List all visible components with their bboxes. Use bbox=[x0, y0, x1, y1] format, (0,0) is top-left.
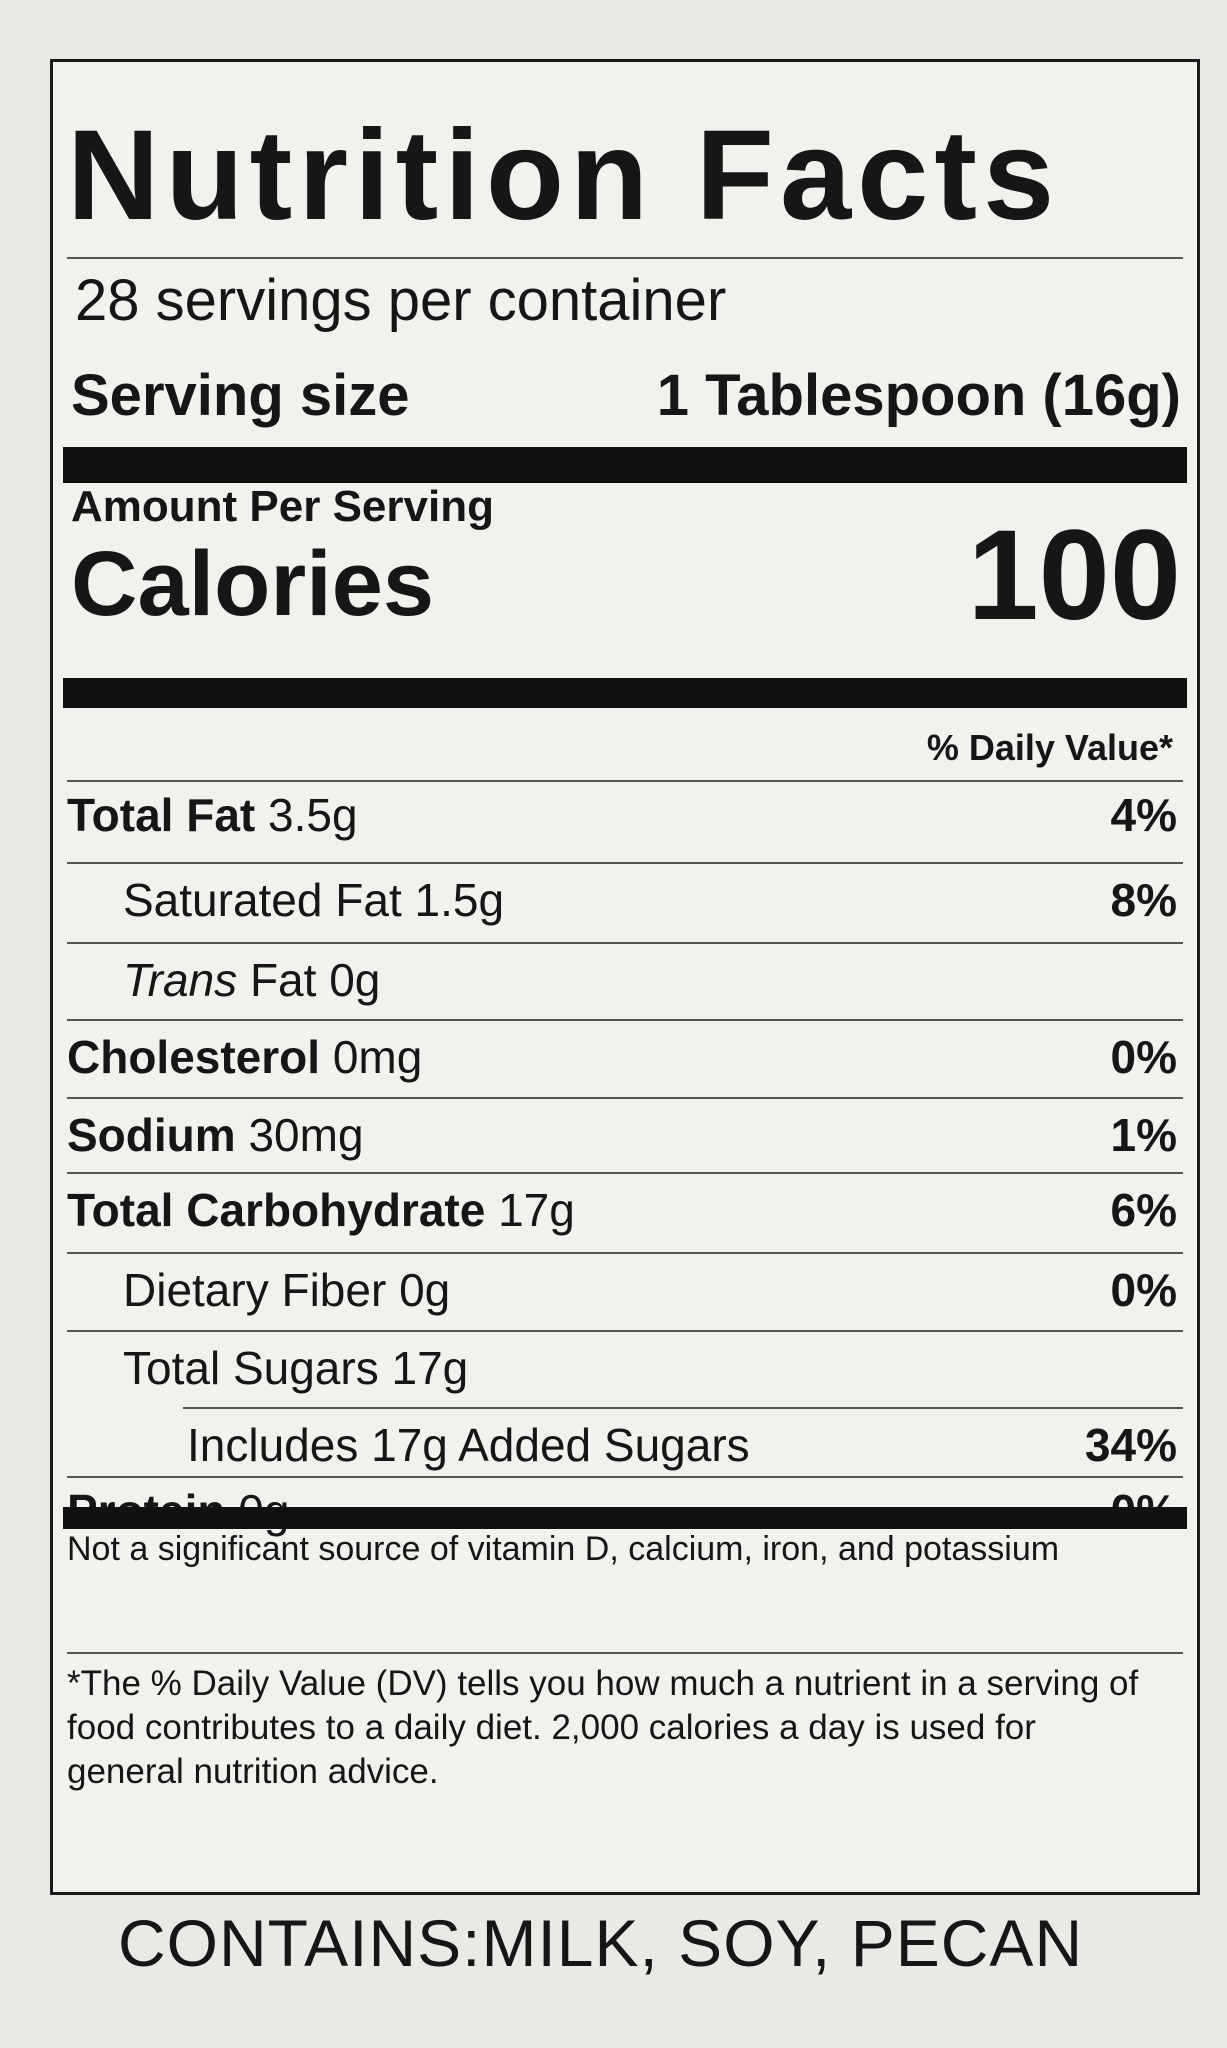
serving-size-value: 1 Tablespoon (16g) bbox=[656, 363, 1181, 428]
divider bbox=[67, 1652, 1183, 1654]
calories-label: Calories bbox=[71, 533, 435, 635]
thick-divider bbox=[63, 447, 1187, 483]
divider bbox=[67, 862, 1183, 864]
divider bbox=[183, 1407, 1183, 1409]
nutrient-row: Trans Fat 0g bbox=[123, 954, 381, 1006]
divider bbox=[67, 1252, 1183, 1254]
servings-per-container: 28 servings per container bbox=[75, 268, 727, 333]
allergen-statement: CONTAINS:MILK, SOY, PECAN bbox=[118, 1906, 1084, 1980]
nutrient-row: Saturated Fat 1.5g 8% bbox=[123, 874, 1177, 926]
thick-divider bbox=[63, 1507, 1187, 1529]
divider bbox=[67, 257, 1183, 259]
nutrient-row: Total Fat 3.5g 4% bbox=[67, 789, 1177, 841]
amount-per-serving: Amount Per Serving bbox=[71, 482, 494, 531]
divider bbox=[67, 1476, 1183, 1478]
panel-title: Nutrition Facts bbox=[67, 104, 1061, 247]
divider bbox=[67, 780, 1183, 782]
divider bbox=[67, 1172, 1183, 1174]
nutrient-row: Cholesterol 0mg 0% bbox=[67, 1031, 1177, 1083]
calories-value: 100 bbox=[967, 504, 1181, 647]
nutrient-row: Total Sugars 17g bbox=[123, 1342, 469, 1394]
calories: Calories 100 bbox=[71, 504, 1181, 649]
nutrient-row: Sodium 30mg 1% bbox=[67, 1109, 1177, 1161]
serving-size: Serving size 1 Tablespoon (16g) bbox=[71, 362, 1181, 429]
serving-size-label: Serving size bbox=[71, 363, 410, 428]
divider bbox=[67, 1330, 1183, 1332]
nutrient-row: Dietary Fiber 0g 0% bbox=[123, 1264, 1177, 1316]
nutrient-row: Total Carbohydrate 17g 6% bbox=[67, 1184, 1177, 1236]
not-significant-note: Not a significant source of vitamin D, c… bbox=[67, 1530, 1060, 1568]
daily-value-header: % Daily Value* bbox=[926, 727, 1173, 768]
thick-divider bbox=[63, 678, 1187, 708]
divider bbox=[67, 1019, 1183, 1021]
nutrient-row: Includes 17g Added Sugars 34% bbox=[187, 1419, 1177, 1471]
nutrition-facts-panel: Nutrition Facts 28 servings per containe… bbox=[50, 59, 1200, 1895]
daily-value-footnote: *The % Daily Value (DV) tells you how mu… bbox=[67, 1664, 1139, 1791]
divider bbox=[67, 942, 1183, 944]
divider bbox=[67, 1097, 1183, 1099]
